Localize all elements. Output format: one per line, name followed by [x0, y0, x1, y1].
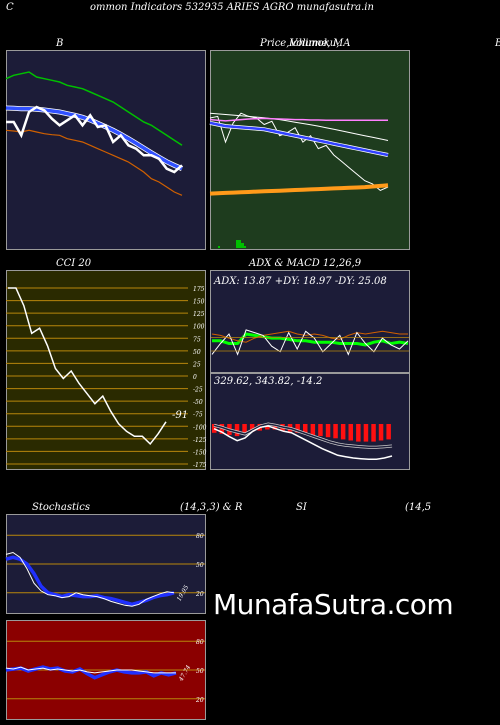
- price-title-ma: MA: [333, 38, 351, 49]
- cci-tick-label: -50: [193, 399, 203, 406]
- adx-series-0: [212, 332, 409, 347]
- bollinger-title: B: [56, 38, 64, 49]
- cci-tick-label: 0: [193, 374, 197, 381]
- cci-tick-label: -125: [193, 437, 207, 444]
- macd-histogram-bar: [378, 424, 384, 441]
- macd-panel: [210, 373, 410, 470]
- stoch-tick-label: 80: [196, 533, 204, 540]
- volume-bar-3: [244, 246, 246, 248]
- right-letter: B: [495, 38, 500, 49]
- cci-tick-label: 75: [193, 336, 201, 343]
- price-ma-blue: [209, 121, 389, 157]
- cci-tick-label: 125: [193, 311, 205, 318]
- cci-panel: [6, 270, 206, 470]
- cci-tick-label: 100: [193, 324, 205, 331]
- rsi-tick-label: 50: [196, 668, 204, 675]
- price-series-3: [209, 117, 388, 122]
- macd-histogram-bar: [272, 424, 278, 430]
- cci-tick-label: -175: [193, 462, 207, 469]
- macd-signal-inner: [213, 423, 393, 449]
- macd-histogram-bar: [348, 424, 353, 441]
- cci-tick-label: 50: [193, 349, 201, 356]
- price-series-0: [209, 112, 389, 191]
- macd-histogram-bar: [318, 424, 323, 437]
- macd-histogram-bar: [356, 424, 361, 442]
- macd-histogram-bar: [333, 424, 338, 439]
- macd-histogram-bar: [242, 424, 247, 435]
- cci-value-label: -91: [172, 410, 188, 421]
- bollinger-mid-halo: [5, 105, 184, 171]
- cci-tick-label: -100: [193, 424, 207, 431]
- volume-bar-0: [218, 246, 220, 248]
- price-series-2: [209, 112, 389, 141]
- adx-panel: [210, 270, 410, 373]
- adx-title: ADX & MACD 12,26,9: [249, 258, 362, 269]
- volume-bar-1: [236, 240, 241, 248]
- stoch-d-line: [5, 551, 175, 607]
- price-title-volume: Volume,: [290, 38, 331, 49]
- bollinger-series-2: [5, 129, 183, 196]
- price-title-ichimoku: Ichimoku,: [289, 38, 340, 49]
- macd-histogram-bar: [303, 424, 308, 434]
- macd-histogram-bar: [234, 424, 240, 437]
- adx-series-2: [211, 329, 409, 356]
- macd-line: [213, 425, 393, 461]
- price-title-price: Price,: [260, 38, 290, 49]
- rsi-signal-line: [5, 666, 176, 674]
- bollinger-series-3: [6, 105, 183, 174]
- macd-readout: 329.62, 343.82, -14.2: [214, 376, 323, 387]
- stoch-tick-label: 20: [195, 591, 204, 598]
- macd-histogram-bar: [219, 424, 225, 434]
- cci-line: [8, 287, 167, 446]
- bollinger-series-0: [5, 71, 183, 146]
- macd-histogram-bar: [363, 424, 369, 442]
- cci-title: CCI 20: [56, 258, 92, 269]
- adx-readout: ADX: 13.87 +DY: 18.97 -DY: 25.08: [214, 276, 387, 287]
- page-title: ommon Indicators 532935 ARIES AGRO munaf…: [90, 2, 374, 13]
- macd-histogram-bar: [371, 424, 376, 442]
- bollinger-panel: [6, 50, 206, 250]
- left-letter: C: [6, 2, 14, 13]
- macd-histogram-bar: [386, 424, 391, 440]
- macd-histogram-bar: [249, 424, 255, 432]
- stoch-title-mid: (14,3,3) & R: [180, 502, 243, 513]
- cci-tick-label: 25: [192, 361, 201, 368]
- cci-tick-label: -25: [193, 387, 203, 394]
- rsi-value-label: 47.74: [177, 664, 192, 683]
- rsi-title-right: (14,5: [405, 502, 432, 513]
- rsi-tick-label: 80: [196, 639, 204, 646]
- cci-tick-label: -150: [193, 449, 207, 456]
- macd-histogram-bar: [325, 424, 331, 438]
- bollinger-series-1: [5, 106, 183, 171]
- price-panel: [210, 50, 410, 250]
- cci-tick-label: 150: [193, 299, 205, 306]
- stoch-title-left: Stochastics: [32, 502, 90, 513]
- volume-bar-2: [240, 243, 244, 248]
- stoch-k-line: [5, 555, 175, 607]
- cci-tick-label: 175: [193, 286, 205, 293]
- rsi-title-left: SI: [296, 502, 307, 513]
- macd-histogram-bar: [295, 424, 300, 433]
- macd-histogram-bar: [310, 424, 316, 435]
- cci-tick-label: -75: [193, 412, 203, 419]
- stoch-tick-label: 50: [196, 562, 204, 569]
- rsi-tick-label: 20: [195, 697, 204, 704]
- brand-watermark: MunafaSutra.com: [213, 588, 454, 621]
- price-series-4: [209, 183, 389, 196]
- macd-histogram-bar: [340, 424, 346, 440]
